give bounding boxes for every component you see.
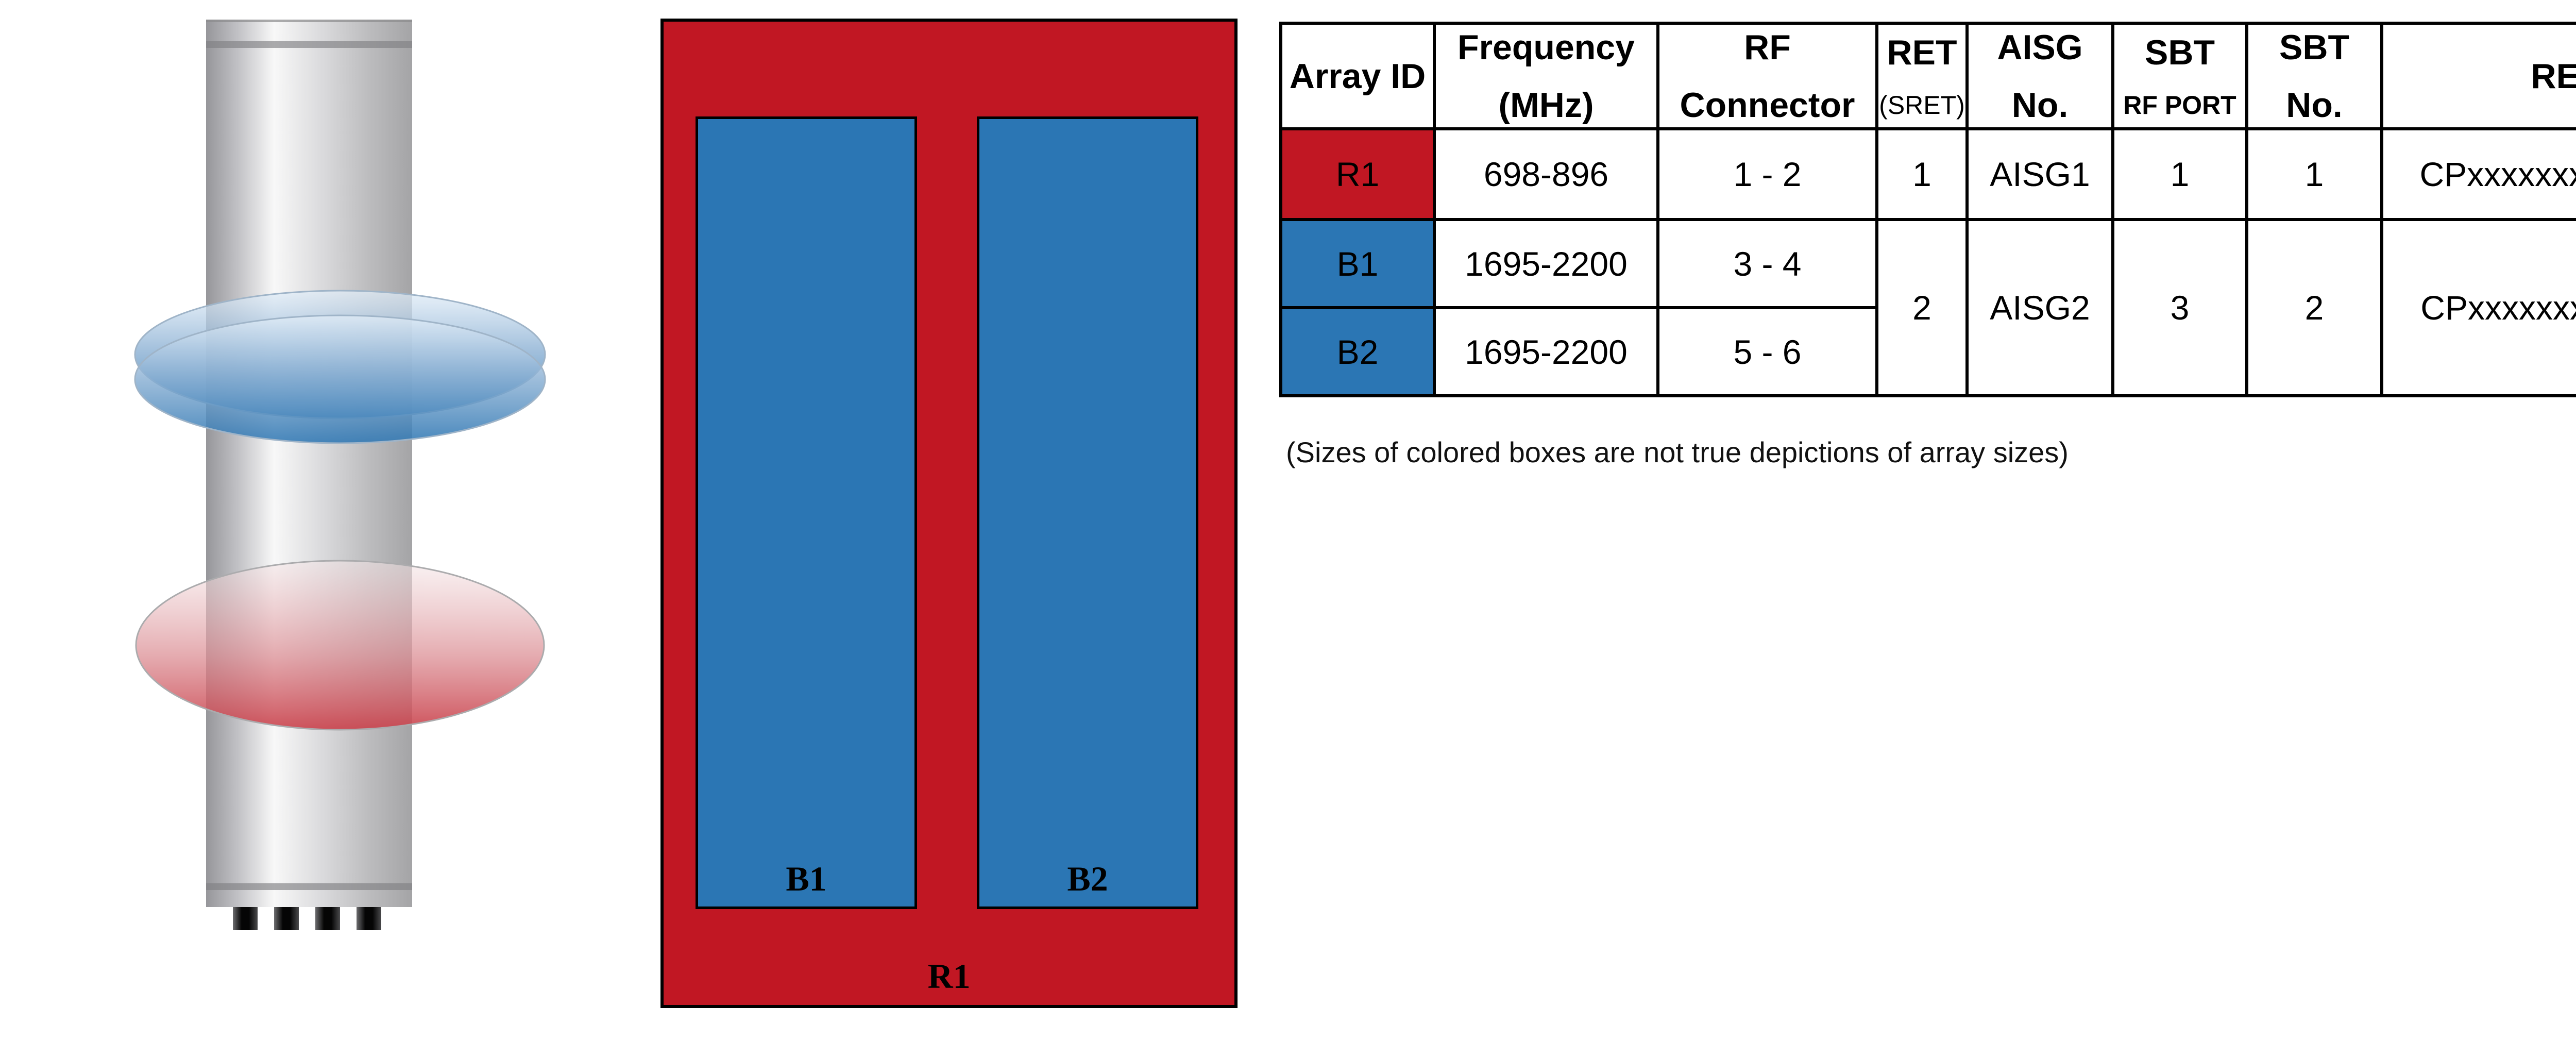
- array-diagram-box-b1: B1: [696, 116, 917, 909]
- table-row-b2: B2 1695-2200 5 - 6: [1279, 306, 2576, 397]
- header-rf-connector: RF Connector: [1656, 22, 1878, 130]
- header-sbt-rf-port: SBT RF PORT: [2111, 22, 2248, 130]
- header-frequency: Frequency (MHz): [1433, 22, 1659, 130]
- antenna-cylinder-bottom-seam: [206, 883, 412, 890]
- antenna-cylinder-top-edge: [206, 20, 412, 22]
- cell-ret-b: 2: [1875, 218, 1969, 397]
- header-text: SBT: [2145, 32, 2215, 72]
- cell-aisg-r1: AISG1: [1965, 127, 2114, 221]
- cell-aisg-b: AISG2: [1965, 218, 2114, 397]
- header-text: RET UID: [2531, 56, 2576, 96]
- header-text: Frequency: [1458, 27, 1635, 67]
- header-array-id: Array ID: [1279, 22, 1436, 130]
- array-diagram-box-b2: B2: [977, 116, 1198, 909]
- array-label-b1: B1: [786, 859, 827, 898]
- cell-array-id-r1: R1: [1279, 127, 1436, 221]
- header-text: SBT: [2279, 27, 2349, 67]
- header-aisg-no: AISG No.: [1965, 22, 2114, 130]
- cell-rf-connector-b2: 5 - 6: [1656, 306, 1878, 397]
- header-ret-uid: RET UID: [2380, 22, 2576, 130]
- cell-array-id-b1: B1: [1279, 218, 1436, 309]
- cell-rf-connector-b1: 3 - 4: [1656, 218, 1878, 309]
- cell-frequency-r1: 698-896: [1433, 127, 1659, 221]
- table-header-row: Array ID Frequency (MHz) RF Connector RE…: [1279, 22, 2576, 130]
- cell-frequency-b2: 1695-2200: [1433, 306, 1659, 397]
- antenna-illustration: [134, 20, 546, 930]
- header-text: RF PORT: [2123, 90, 2236, 120]
- cell-sbt-no-b: 2: [2245, 218, 2383, 397]
- array-diagram-outer-box: B1 B2 R1: [660, 19, 1238, 1008]
- antenna-cylinder-body: [206, 20, 412, 907]
- header-text: RF: [1744, 27, 1791, 67]
- blue-beam-disk-lower: [134, 314, 546, 444]
- header-text: No.: [2286, 85, 2343, 125]
- cell-array-id-b2: B2: [1279, 306, 1436, 397]
- table-row-r1: R1 698-896 1 - 2 1 AISG1 1 1 CPxxxxxxxxx…: [1279, 127, 2576, 221]
- antenna-cylinder-top-seam: [206, 41, 412, 48]
- cell-sbt-no-r1: 1: [2245, 127, 2383, 221]
- antenna-connector-stud: [357, 907, 381, 930]
- antenna-connector-stud: [315, 907, 340, 930]
- header-text: RET: [1887, 32, 1957, 72]
- header-text: No.: [2011, 85, 2069, 125]
- cell-sbt-rf-port-b: 3: [2111, 218, 2248, 397]
- cell-rf-connector-r1: 1 - 2: [1656, 127, 1878, 221]
- antenna-connector-stud: [274, 907, 299, 930]
- header-text: Array ID: [1289, 56, 1426, 96]
- port-mapping-table: Array ID Frequency (MHz) RF Connector RE…: [1279, 22, 2576, 397]
- header-text: AISG: [1997, 27, 2083, 67]
- antenna-connector-stud: [233, 907, 258, 930]
- header-text: (MHz): [1498, 85, 1594, 125]
- header-sbt-no: SBT No.: [2245, 22, 2383, 130]
- array-label-b2: B2: [1067, 859, 1108, 898]
- array-size-note: (Sizes of colored boxes are not true dep…: [1286, 436, 2069, 468]
- cell-sbt-rf-port-r1: 1: [2111, 127, 2248, 221]
- red-beam-disk: [135, 560, 545, 731]
- table-row-b1: B1 1695-2200 3 - 4 2 AISG2 3 2 CPxxxxxxx…: [1279, 218, 2576, 397]
- header-text: (SRET): [1879, 90, 1965, 120]
- array-label-r1: R1: [927, 956, 971, 996]
- cell-ret-uid-r1: CPxxxxxxxxxxxxxxxxR1: [2380, 127, 2576, 221]
- cell-ret-r1: 1: [1875, 127, 1969, 221]
- header-ret-sret: RET (SRET): [1875, 22, 1969, 130]
- header-text: Connector: [1680, 85, 1855, 125]
- cell-ret-uid-b: CPxxxxxxxxxxxxxxxxB1: [2380, 218, 2576, 397]
- cell-frequency-b1: 1695-2200: [1433, 218, 1659, 309]
